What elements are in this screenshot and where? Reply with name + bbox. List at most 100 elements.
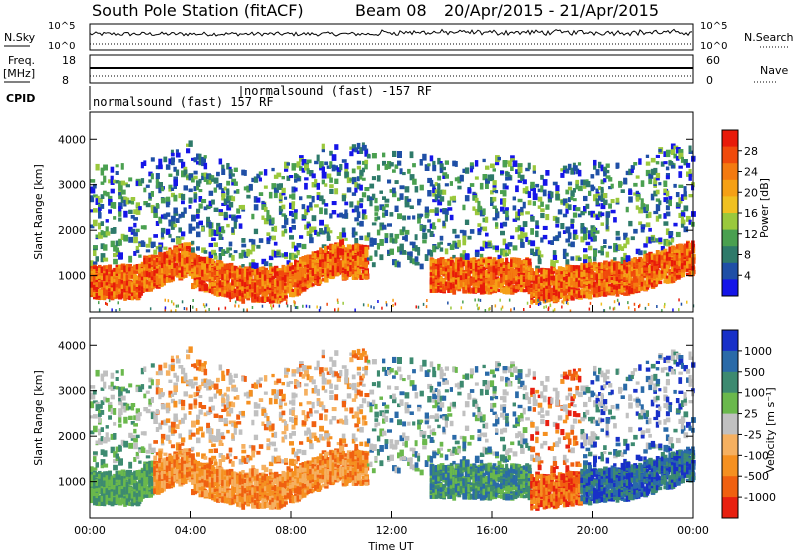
power-cell <box>427 229 431 233</box>
power-cell <box>356 165 361 170</box>
power-cell <box>296 177 301 182</box>
power-cell <box>133 277 138 284</box>
power-cell <box>186 259 191 265</box>
power-cell <box>487 273 492 280</box>
power-cell <box>218 270 223 275</box>
power-cell <box>319 279 323 284</box>
power-cell <box>133 209 138 215</box>
power-cell <box>615 290 620 297</box>
power-cell <box>525 167 530 172</box>
power-cell <box>211 178 215 182</box>
power-cell <box>291 265 296 270</box>
power-cell <box>110 270 115 275</box>
power-cell <box>193 267 198 272</box>
power-cell <box>432 273 437 277</box>
power-cell <box>165 164 171 170</box>
power-cell <box>530 288 535 293</box>
power-cell <box>253 273 257 280</box>
power-cell <box>289 210 294 216</box>
power-cell <box>384 203 389 208</box>
power-cell <box>271 290 275 298</box>
power-cell <box>570 241 575 248</box>
power-cell <box>429 277 435 285</box>
power-cell <box>577 185 583 192</box>
power-cell <box>570 265 574 270</box>
power-cell <box>309 254 313 260</box>
power-cell <box>474 275 480 280</box>
power-cell <box>120 189 126 195</box>
power-cell <box>562 248 567 256</box>
power-cell <box>221 164 225 169</box>
power-cell <box>231 196 236 202</box>
power-cell <box>263 267 268 275</box>
power-cell <box>135 180 140 187</box>
power-cell <box>583 185 587 189</box>
power-cell <box>502 198 507 203</box>
power-cell <box>479 263 485 271</box>
power-cell <box>118 238 122 246</box>
power-cell <box>241 204 245 210</box>
power-cell <box>444 183 449 187</box>
power-cell <box>495 286 499 292</box>
power-cell <box>399 168 403 175</box>
power-cell <box>100 266 104 273</box>
power-cell <box>615 201 620 205</box>
power-cell <box>492 278 496 283</box>
power-cell <box>474 197 479 203</box>
power-cell <box>289 274 294 278</box>
power-cell <box>562 295 568 301</box>
power-cell <box>175 218 180 223</box>
power-cell <box>502 160 508 165</box>
power-cell <box>193 277 198 282</box>
power-cell <box>575 182 579 190</box>
power-cell <box>359 250 364 257</box>
power-cell <box>610 292 615 296</box>
power-cell <box>291 275 296 282</box>
power-cell <box>273 192 278 199</box>
power-cell <box>271 298 275 303</box>
power-cell <box>351 268 357 275</box>
power-cell <box>442 279 447 285</box>
power-cell <box>412 258 416 265</box>
power-cell <box>266 296 270 302</box>
power-cell <box>364 235 370 241</box>
power-cell <box>394 236 398 243</box>
power-cell <box>155 246 160 250</box>
power-cell <box>243 293 247 299</box>
power-cell <box>344 274 349 280</box>
power-cell <box>103 164 108 171</box>
power-cell <box>90 264 96 271</box>
power-cell <box>273 293 278 299</box>
power-cell <box>226 163 230 170</box>
power-cell <box>492 284 497 291</box>
power-cell <box>248 289 253 293</box>
power-cell <box>165 196 171 202</box>
power-cell <box>155 173 160 180</box>
power-cell <box>500 259 504 265</box>
power-cell <box>301 271 306 277</box>
power-cell <box>344 253 349 261</box>
power-cell <box>600 245 604 252</box>
power-cell <box>583 271 587 277</box>
power-cell <box>444 248 449 255</box>
power-cell <box>228 173 233 179</box>
power-cell <box>512 160 518 167</box>
power-cell <box>118 285 124 289</box>
power-cell <box>321 143 325 151</box>
power-cell <box>457 242 461 248</box>
power-cell <box>160 274 166 282</box>
power-cell <box>276 289 280 294</box>
power-cell <box>208 278 213 283</box>
power-cell <box>346 260 352 264</box>
power-cell <box>233 281 239 287</box>
power-cell <box>336 272 340 276</box>
power-cell <box>336 258 341 263</box>
power-cell <box>278 274 283 281</box>
power-cell <box>588 293 593 300</box>
power-cell <box>477 287 481 293</box>
power-cell <box>482 271 487 276</box>
power-cell <box>339 265 345 272</box>
power-cell <box>133 270 138 274</box>
power-cell <box>173 211 179 216</box>
power-cell <box>520 262 524 267</box>
